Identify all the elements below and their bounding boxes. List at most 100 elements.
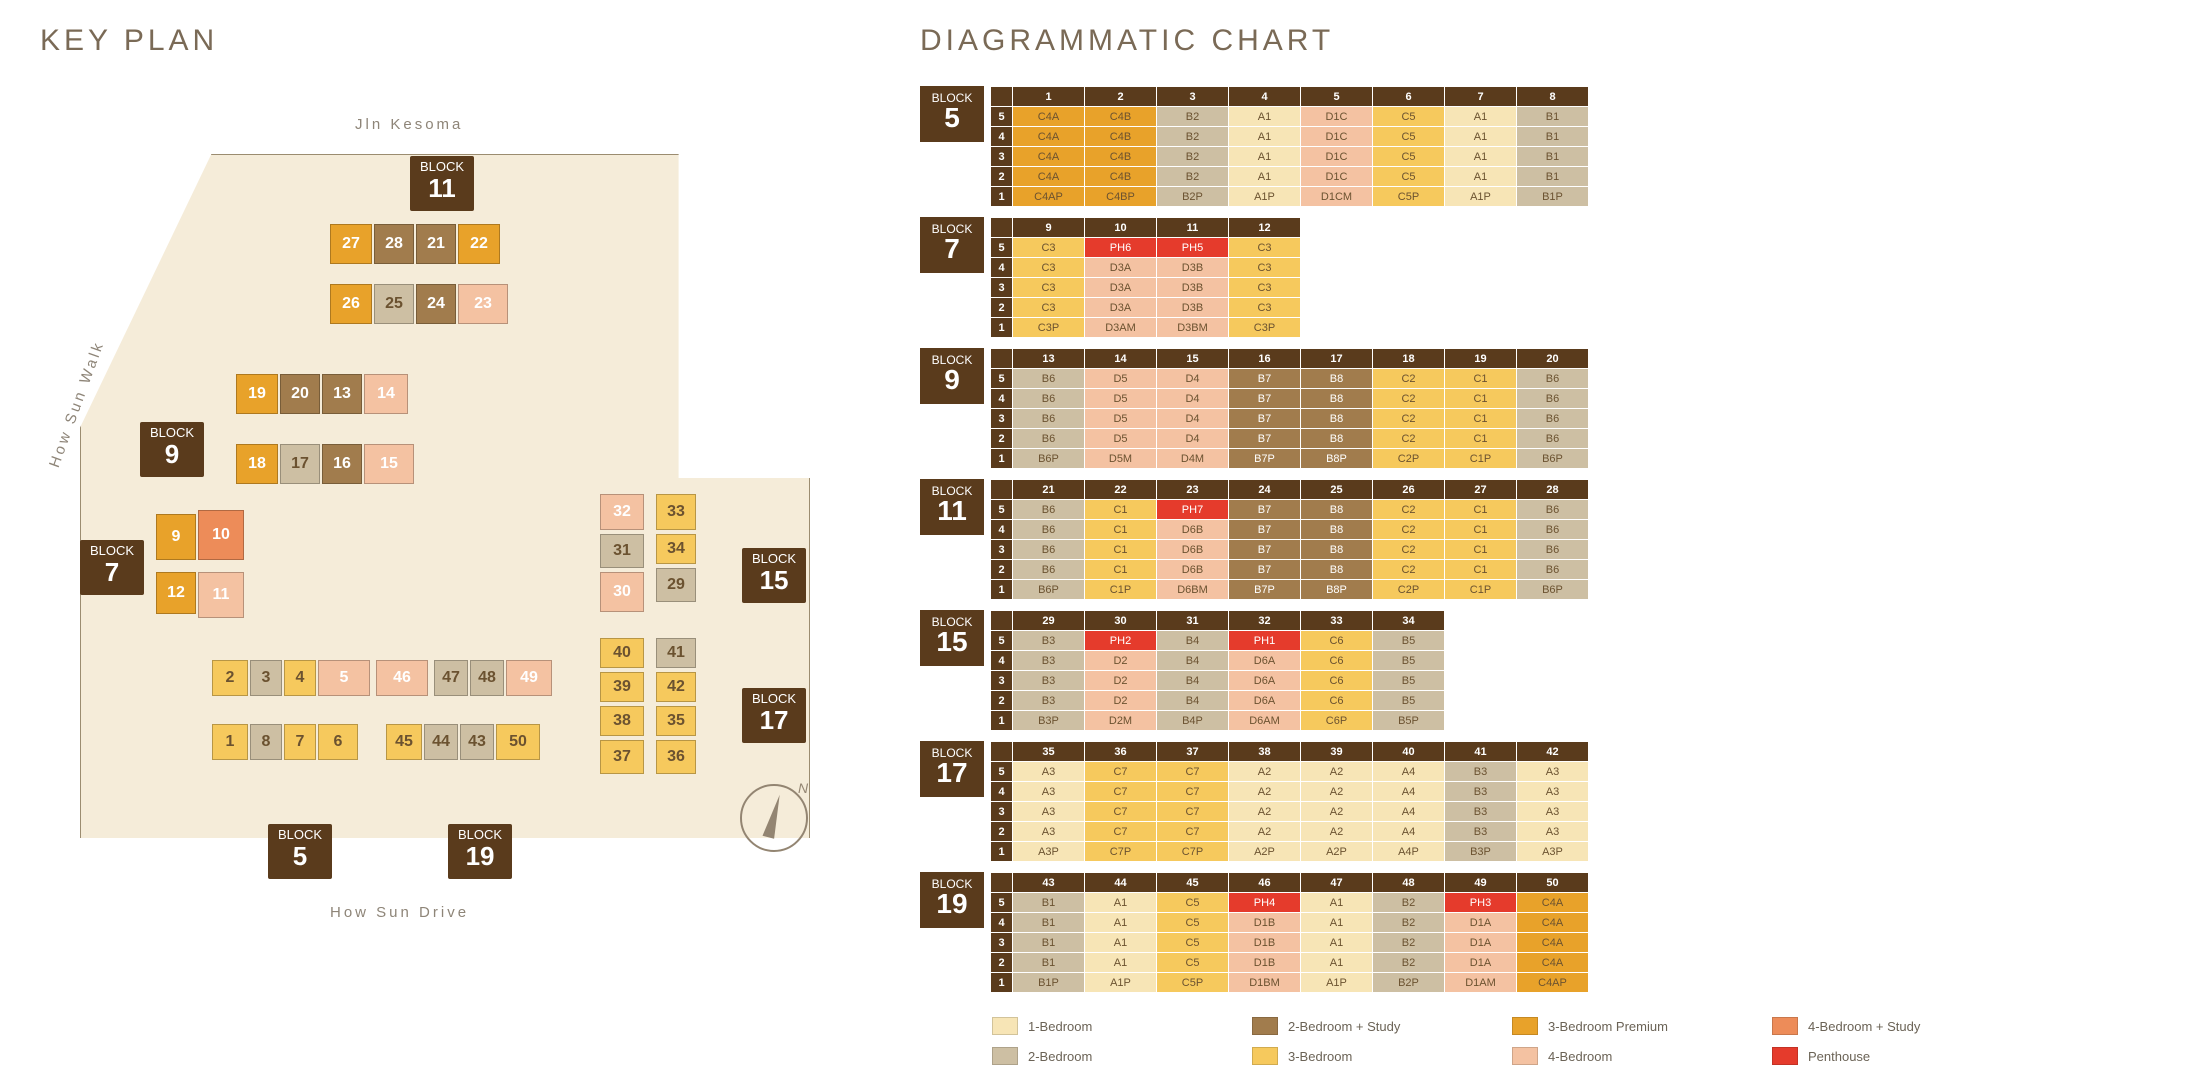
unit-cell: C7P	[1157, 842, 1229, 862]
unit-cell: D1B	[1229, 953, 1301, 973]
unit-cell: A2	[1301, 802, 1373, 822]
unit-12: 12	[156, 572, 196, 614]
row-header: 5	[991, 369, 1013, 389]
row-header: 3	[991, 802, 1013, 822]
unit-cell: C3	[1013, 298, 1085, 318]
unit-cell: A2	[1301, 782, 1373, 802]
unit-cell: B8	[1301, 520, 1373, 540]
unit-21: 21	[416, 224, 456, 264]
unit-cell: C1	[1445, 520, 1517, 540]
unit-cell: C7	[1085, 802, 1157, 822]
unit-cell: B6	[1013, 389, 1085, 409]
unit-cell: D2	[1085, 651, 1157, 671]
legend-label: 4-Bedroom + Study	[1808, 1019, 1920, 1034]
col-header: 4	[1229, 87, 1301, 107]
unit-cell: C4AP	[1013, 187, 1085, 207]
unit-41: 41	[656, 638, 696, 668]
unit-cell: C1P	[1445, 449, 1517, 469]
unit-cell: C1	[1445, 409, 1517, 429]
unit-cell: B1	[1517, 127, 1589, 147]
unit-cell: B2P	[1157, 187, 1229, 207]
diagrammatic-chart-panel: DIAGRAMMATIC CHART BLOCK5 123456785C4AC4…	[920, 24, 2156, 998]
col-header: 30	[1085, 611, 1157, 631]
unit-cell: D6AM	[1229, 711, 1301, 731]
unit-cell: C2	[1373, 520, 1445, 540]
col-header: 33	[1301, 611, 1373, 631]
unit-cell: C7	[1157, 822, 1229, 842]
unit-cell: PH5	[1157, 238, 1229, 258]
unit-cell: A4	[1373, 822, 1445, 842]
unit-cell: B5	[1373, 691, 1445, 711]
unit-cell: D1A	[1445, 933, 1517, 953]
unit-cell: C5	[1373, 167, 1445, 187]
unit-cell: A1	[1229, 127, 1301, 147]
unit-cell: D3AM	[1085, 318, 1157, 338]
unit-cell: A2	[1229, 802, 1301, 822]
unit-29: 29	[656, 568, 696, 602]
unit-cell: A1P	[1445, 187, 1517, 207]
unit-7: 7	[284, 724, 316, 760]
unit-9: 9	[156, 514, 196, 560]
col-header: 35	[1013, 742, 1085, 762]
block-tag-11: BLOCK11	[410, 156, 474, 211]
unit-cell: C6	[1301, 671, 1373, 691]
unit-40: 40	[600, 638, 644, 668]
unit-cell: C3	[1013, 278, 1085, 298]
unit-cell: B2	[1373, 893, 1445, 913]
unit-cell: A3	[1013, 822, 1085, 842]
block-17-table: 35363738394041425A3C7C7A2A2A4B3A34A3C7C7…	[990, 741, 1589, 862]
block-5-table: 123456785C4AC4BB2A1D1CC5A1B14C4AC4BB2A1D…	[990, 86, 1589, 207]
unit-cell: C4B	[1085, 127, 1157, 147]
legend-swatch	[1252, 1047, 1278, 1065]
unit-cell: D2	[1085, 691, 1157, 711]
block-11: BLOCK11 21222324252627285B6C1PH7B7B8C2C1…	[920, 479, 2156, 600]
col-header: 11	[1157, 218, 1229, 238]
unit-cell: B8	[1301, 540, 1373, 560]
unit-cell: C2	[1373, 389, 1445, 409]
col-header: 12	[1229, 218, 1301, 238]
row-header: 5	[991, 893, 1013, 913]
unit-cell: A1	[1085, 933, 1157, 953]
unit-cell: B1	[1517, 167, 1589, 187]
unit-cell: B7	[1229, 520, 1301, 540]
block-15: BLOCK15 2930313233345B3PH2B4PH1C6B54B3D2…	[920, 610, 2156, 731]
unit-cell: B7	[1229, 369, 1301, 389]
unit-cell: A1	[1085, 913, 1157, 933]
unit-cell: B2	[1157, 127, 1229, 147]
unit-cell: B2P	[1373, 973, 1445, 993]
unit-cell: A1	[1301, 913, 1373, 933]
unit-cell: B3	[1445, 762, 1517, 782]
unit-cell: C5P	[1157, 973, 1229, 993]
unit-cell: B6	[1517, 429, 1589, 449]
row-header: 2	[991, 298, 1013, 318]
unit-cell: B3	[1013, 671, 1085, 691]
col-header: 13	[1013, 349, 1085, 369]
unit-cell: B3	[1013, 691, 1085, 711]
unit-31: 31	[600, 534, 644, 568]
col-header: 47	[1301, 873, 1373, 893]
unit-48: 48	[470, 660, 504, 696]
block-tag-7: BLOCK7	[920, 217, 984, 273]
unit-cell: A4	[1373, 782, 1445, 802]
unit-cell: A2	[1229, 782, 1301, 802]
unit-cell: B8	[1301, 389, 1373, 409]
col-header: 29	[1013, 611, 1085, 631]
unit-35: 35	[656, 706, 696, 736]
unit-cell: C6P	[1301, 711, 1373, 731]
unit-cell: C5	[1157, 913, 1229, 933]
row-header: 4	[991, 651, 1013, 671]
unit-8: 8	[250, 724, 282, 760]
block-7: BLOCK7 91011125C3PH6PH5C34C3D3AD3BC33C3D…	[920, 217, 2156, 338]
legend-swatch	[1772, 1047, 1798, 1065]
col-header: 21	[1013, 480, 1085, 500]
unit-cell: A1	[1445, 107, 1517, 127]
unit-cell: A1	[1085, 893, 1157, 913]
unit-cell: B7	[1229, 500, 1301, 520]
col-header: 18	[1373, 349, 1445, 369]
legend-label: 4-Bedroom	[1548, 1049, 1612, 1064]
unit-cell: A3P	[1517, 842, 1589, 862]
unit-37: 37	[600, 740, 644, 774]
unit-cell: B2	[1157, 107, 1229, 127]
col-header: 2	[1085, 87, 1157, 107]
unit-cell: B1P	[1013, 973, 1085, 993]
